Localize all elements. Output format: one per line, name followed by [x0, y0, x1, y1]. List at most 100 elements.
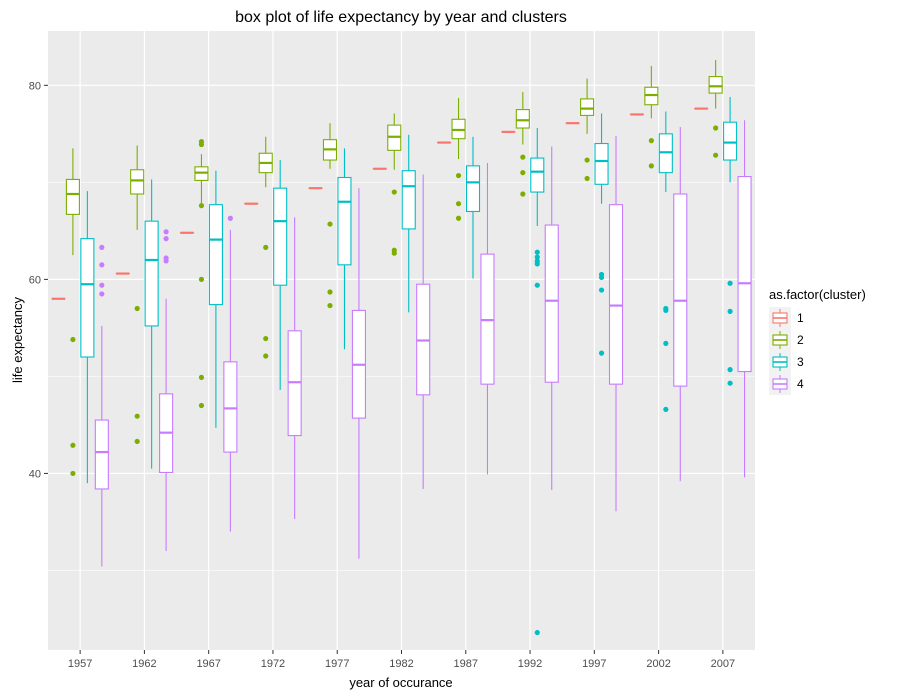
- outlier-point: [163, 258, 169, 264]
- box-cluster-2-1992: [515, 92, 530, 197]
- x-tick-label: 1967: [196, 658, 220, 670]
- y-tick-label: 40: [29, 468, 41, 480]
- x-axis-ticks: 1957 1962 1967 1972 1977 1982 1987 1992 1997 2002…: [68, 650, 735, 670]
- x-tick-label: 1987: [454, 658, 478, 670]
- box-cluster-3-2007: [723, 96, 738, 386]
- legend: as.factor(cluster) 1 2 3 4: [769, 287, 866, 395]
- outlier-point: [455, 201, 462, 207]
- outlier-point: [327, 289, 333, 295]
- outlier-point: [727, 280, 733, 286]
- outlier-point: [648, 163, 654, 169]
- legend-item-2: 2: [769, 329, 804, 351]
- outlier-point: [198, 203, 205, 209]
- x-tick-label: 1962: [132, 658, 156, 670]
- box-cluster-4-1957: [94, 244, 109, 567]
- box-cluster-2-1962: [130, 145, 145, 445]
- x-tick-label: 1997: [582, 658, 606, 670]
- box-cluster-2-1987: [451, 97, 466, 221]
- box-cluster-4-1977: [351, 188, 366, 559]
- box-marks: [51, 60, 752, 636]
- legend-item-4: 4: [769, 373, 804, 395]
- legend-label: 2: [797, 333, 804, 347]
- box-cluster-2-1982: [387, 113, 402, 256]
- box-cluster-3-1962: [144, 179, 159, 469]
- box-cluster-2-1957: [65, 148, 80, 477]
- outlier-point: [584, 175, 590, 182]
- legend-item-3: 3: [769, 351, 804, 373]
- outlier-point: [198, 374, 205, 380]
- box-cluster-4-1992: [544, 146, 559, 490]
- box-body: [337, 176, 352, 266]
- box-cluster-2-2007: [708, 60, 723, 158]
- x-tick-label: 2007: [711, 658, 735, 670]
- box-cluster-2-1967: [194, 139, 209, 409]
- box-cluster-3-1987: [465, 136, 481, 279]
- legend-label: 3: [797, 355, 804, 369]
- x-tick-label: 1977: [325, 658, 349, 670]
- box-body: [723, 121, 738, 161]
- box-body: [80, 238, 95, 358]
- box-body: [65, 178, 80, 215]
- outlier-point: [598, 350, 605, 356]
- box-body: [465, 165, 481, 213]
- box-body: [223, 361, 238, 453]
- outlier-point: [663, 307, 669, 314]
- box-cluster-4-2002: [673, 127, 688, 482]
- box-body: [544, 224, 559, 383]
- series-cluster-3: [80, 96, 738, 636]
- box-body: [737, 175, 752, 373]
- outlier-point: [520, 191, 526, 197]
- box-cluster-3-1977: [337, 148, 352, 350]
- box-body: [673, 193, 688, 387]
- outlier-point: [163, 236, 169, 242]
- outlier-point: [134, 438, 140, 445]
- box-body: [580, 98, 595, 116]
- x-tick-label: 1957: [68, 658, 92, 670]
- outlier-point: [663, 340, 669, 347]
- legend-label: 1: [797, 311, 804, 325]
- outlier-point: [263, 335, 269, 342]
- box-body: [708, 76, 723, 94]
- outlier-point: [520, 154, 526, 160]
- outlier-point: [534, 249, 540, 255]
- outlier-point: [713, 152, 719, 158]
- box-body: [594, 142, 609, 185]
- legend-keys: 1 2 3 4: [769, 307, 804, 395]
- box-cluster-4-1997: [608, 135, 624, 512]
- series-cluster-2: [65, 60, 723, 477]
- outlier-point: [198, 402, 205, 409]
- outlier-point: [99, 262, 105, 268]
- outlier-point: [99, 282, 105, 288]
- box-body: [530, 157, 545, 193]
- box-cluster-4-1962: [159, 229, 174, 552]
- box-cluster-3-1997: [594, 113, 609, 356]
- outlier-point: [263, 353, 269, 359]
- outlier-point: [455, 172, 462, 179]
- outlier-point: [598, 274, 605, 281]
- outlier-point: [534, 254, 540, 260]
- x-tick-label: 1992: [518, 658, 542, 670]
- series-cluster-1: [51, 107, 709, 300]
- outlier-point: [455, 215, 462, 221]
- series-cluster-4: [94, 120, 752, 567]
- outlier-point: [70, 470, 76, 477]
- legend-item-1: 1: [769, 307, 804, 329]
- box-cluster-4-1972: [287, 217, 302, 520]
- outlier-point: [70, 336, 76, 343]
- box-body: [144, 220, 159, 327]
- outlier-point: [198, 141, 205, 148]
- outlier-point: [648, 138, 654, 144]
- outlier-point: [727, 308, 733, 314]
- outlier-point: [327, 221, 333, 227]
- outlier-point: [134, 413, 140, 419]
- outlier-point: [727, 367, 733, 373]
- y-tick-label: 60: [29, 274, 41, 286]
- major-gridlines: [48, 31, 755, 650]
- y-tick-label: 80: [29, 80, 41, 92]
- box-cluster-3-1982: [401, 134, 416, 313]
- outlier-point: [391, 250, 397, 256]
- chart-title: box plot of life expectancy by year and …: [235, 9, 567, 26]
- box-cluster-3-1972: [273, 160, 288, 390]
- outlier-point: [163, 229, 169, 235]
- box-cluster-2-1977: [322, 123, 338, 309]
